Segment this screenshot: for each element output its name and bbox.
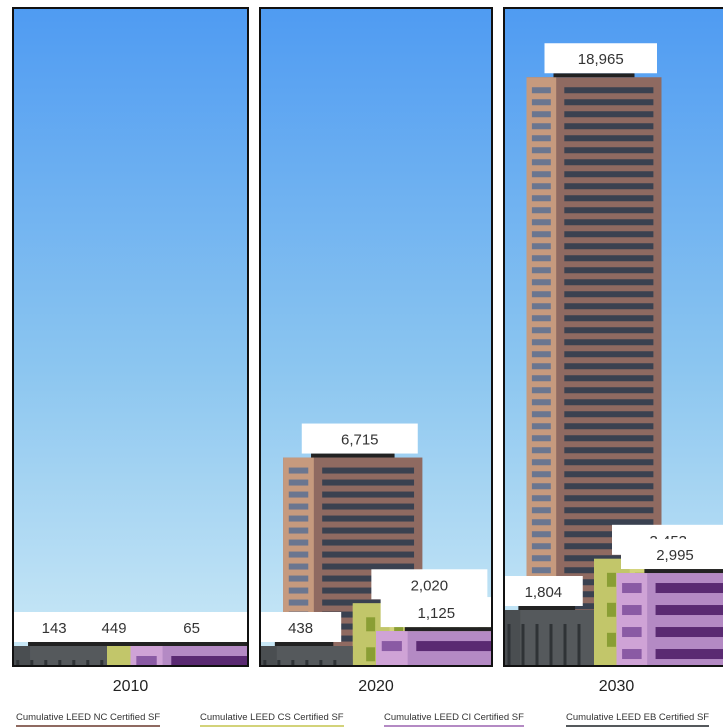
category-label-2030: 2030 <box>599 678 635 695</box>
data-label-nc-2030: 18,965 <box>544 43 657 74</box>
panel-frame <box>503 7 723 667</box>
bar-ci-2030 <box>616 569 723 666</box>
data-label-ci-2010: 65 <box>135 612 248 642</box>
svg-text:1,125: 1,125 <box>418 605 456 622</box>
legend-item-eb: Cumulative LEED EB Certified SF <box>566 712 710 727</box>
data-label-eb-2020: 438 <box>260 612 342 642</box>
bar-eb-2010 <box>13 642 107 666</box>
legend-item-ci: Cumulative LEED CI Certified SF <box>384 712 524 727</box>
svg-text:449: 449 <box>102 620 127 637</box>
data-label-ci-2020: 1,125 <box>380 597 492 628</box>
svg-text:2,995: 2,995 <box>656 547 694 564</box>
panel-2010: 44943014365 <box>12 7 249 667</box>
legend-item-nc: Cumulative LEED NC Certified SF <box>16 712 161 727</box>
panel-background <box>13 8 248 666</box>
bar-ci-2010 <box>130 642 248 666</box>
bar-ci-2020 <box>376 627 492 666</box>
panel-frame <box>259 7 493 667</box>
data-label-nc-2020: 6,715 <box>301 423 418 454</box>
svg-text:438: 438 <box>288 620 313 637</box>
data-label-eb-2030: 1,804 <box>504 575 583 606</box>
bar-eb-2030 <box>504 605 594 666</box>
panel-2020: 6,715 2,020 438 1,125 <box>259 7 493 667</box>
svg-text:1,804: 1,804 <box>525 584 563 601</box>
svg-text:18,965: 18,965 <box>578 51 624 68</box>
svg-text:2,020: 2,020 <box>411 577 449 594</box>
svg-text:6,715: 6,715 <box>341 432 379 449</box>
data-label-cs-2020: 2,020 <box>371 569 488 600</box>
svg-text:143: 143 <box>42 620 67 637</box>
category-label-2010: 2010 <box>113 678 149 695</box>
svg-text:65: 65 <box>183 620 200 637</box>
bar-eb-2020 <box>260 642 353 666</box>
data-label-eb-2010: 143 <box>13 612 96 642</box>
legend: Cumulative LEED NC Certified SF Cumulati… <box>0 708 723 728</box>
legend-item-cs: Cumulative LEED CS Certified SF <box>200 712 344 727</box>
data-label-ci-2030: 2,995 <box>621 539 723 570</box>
panel-frame <box>12 7 249 667</box>
category-label-2020: 2020 <box>358 678 394 695</box>
